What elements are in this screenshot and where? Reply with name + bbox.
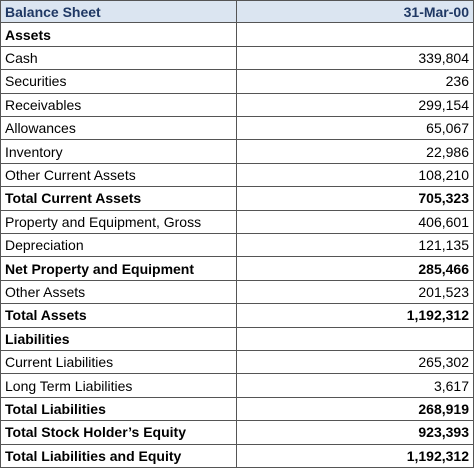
header-title: Balance Sheet (0, 0, 237, 24)
row-label: Total Liabilities (0, 397, 237, 422)
row-value: 236 (237, 70, 474, 94)
row-value: 65,067 (237, 117, 474, 141)
row-value: 1,192,312 (237, 444, 474, 468)
row-value: 265,302 (237, 351, 474, 375)
row-value: 201,523 (237, 280, 474, 305)
header-date: 31-Mar-00 (237, 0, 474, 24)
row-value: 705,323 (237, 187, 474, 211)
row-value (237, 327, 474, 351)
row-value: 108,210 (237, 163, 474, 188)
row-label: Other Current Assets (0, 163, 237, 188)
row-value: 299,154 (237, 93, 474, 117)
row-label: Net Property and Equipment (0, 257, 237, 281)
row-value: 406,601 (237, 210, 474, 234)
row-label: Inventory (0, 140, 237, 164)
row-label: Receivables (0, 93, 237, 117)
row-label: Property and Equipment, Gross (0, 210, 237, 234)
row-value: 268,919 (237, 397, 474, 422)
row-label: Total Liabilities and Equity (0, 444, 237, 468)
row-label: Total Stock Holder’s Equity (0, 421, 237, 445)
row-label: Long Term Liabilities (0, 374, 237, 398)
row-label: Other Assets (0, 280, 237, 305)
row-label: Current Liabilities (0, 351, 237, 375)
row-value (237, 23, 474, 47)
row-label: Total Current Assets (0, 187, 237, 211)
row-value: 121,135 (237, 234, 474, 258)
row-value: 285,466 (237, 257, 474, 281)
row-value: 22,986 (237, 140, 474, 164)
row-label: Allowances (0, 117, 237, 141)
row-value: 923,393 (237, 421, 474, 445)
row-value: 3,617 (237, 374, 474, 398)
row-value: 1,192,312 (237, 304, 474, 328)
row-value: 339,804 (237, 46, 474, 71)
row-label: Liabilities (0, 327, 237, 351)
row-label: Assets (0, 23, 237, 47)
row-label: Total Assets (0, 304, 237, 328)
row-label: Securities (0, 70, 237, 94)
row-label: Cash (0, 46, 237, 71)
row-label: Depreciation (0, 234, 237, 258)
